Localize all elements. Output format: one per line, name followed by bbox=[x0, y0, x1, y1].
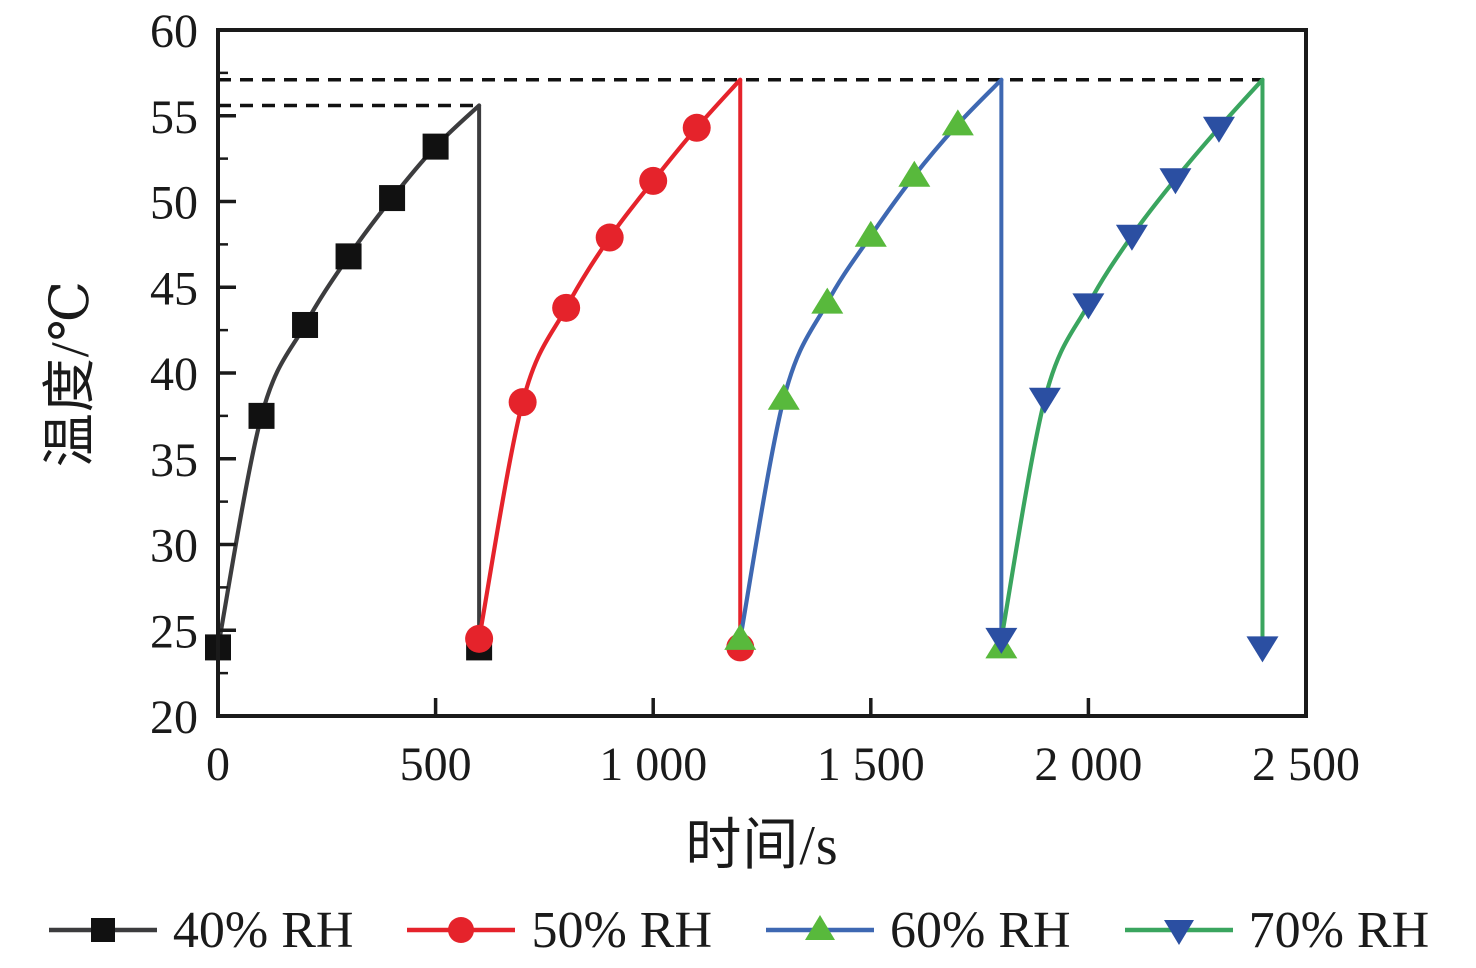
x-tick-label-500: 500 bbox=[400, 738, 472, 791]
series-40-rh-marker-square bbox=[335, 243, 362, 270]
series-40-rh-marker-square bbox=[422, 133, 449, 160]
legend-marker-triangle-down-icon bbox=[1163, 920, 1194, 945]
x-tick-label-0: 0 bbox=[206, 738, 230, 791]
y-axis-title: 温度/℃ bbox=[40, 279, 101, 467]
series-60-rh-marker-triangle-up bbox=[724, 623, 757, 650]
y-tick-label-60: 60 bbox=[150, 5, 198, 58]
legend-item-60-rh: 60% RH bbox=[764, 901, 1071, 960]
x-axis-title: 时间/s bbox=[685, 815, 839, 877]
legend-item-40-rh: 40% RH bbox=[47, 901, 354, 960]
legend-label: 50% RH bbox=[531, 901, 712, 959]
series-60-rh-rise-curve bbox=[738, 77, 1004, 641]
series-60-rh-marker-triangle-up bbox=[941, 109, 974, 136]
legend-label: 40% RH bbox=[172, 901, 354, 959]
legend-marker-circle-icon bbox=[448, 917, 475, 943]
series-70-rh-marker-triangle-down bbox=[1159, 168, 1192, 195]
series-40-rh-marker-square bbox=[248, 402, 275, 429]
series-60-rh-marker-triangle-up bbox=[854, 220, 887, 247]
series-70-rh-marker-triangle-down bbox=[1072, 293, 1105, 320]
series-40-rh-marker-square bbox=[379, 185, 406, 212]
x-tick-label-2500: 2 500 bbox=[1252, 738, 1360, 791]
legend-sample-triangle-down-icon bbox=[1124, 920, 1233, 945]
legend-sample-square-icon bbox=[48, 918, 157, 942]
series-70-rh-marker-triangle-down bbox=[1202, 116, 1235, 143]
series-60-rh-marker-triangle-up bbox=[767, 383, 800, 410]
legend-sample-triangle-up-icon bbox=[766, 915, 874, 940]
series-70-rh-rise-curve bbox=[999, 77, 1265, 641]
series-50-rh-marker-circle bbox=[639, 166, 668, 195]
x-tick-label-2000: 2 000 bbox=[1034, 738, 1142, 791]
series-50-rh-marker-circle bbox=[595, 223, 624, 252]
x-tick-label-1500: 1 500 bbox=[817, 738, 925, 791]
series-70-rh-marker-triangle-down bbox=[1246, 636, 1279, 663]
legend-item-70-rh: 70% RH bbox=[1123, 901, 1430, 960]
y-tick-label-20: 20 bbox=[150, 691, 198, 744]
y-tick-label-55: 55 bbox=[150, 91, 198, 144]
series-70-rh-marker-triangle-down bbox=[985, 627, 1018, 654]
series-60-rh-marker-triangle-up bbox=[811, 287, 844, 314]
legend-item-50-rh: 50% RH bbox=[405, 901, 712, 960]
series-60-rh-marker-triangle-up bbox=[898, 160, 931, 187]
y-tick-label-40: 40 bbox=[150, 348, 198, 401]
series-40-rh-marker-square bbox=[292, 311, 319, 338]
legend-label: 70% RH bbox=[1248, 901, 1430, 959]
series-50-rh-marker-circle bbox=[465, 624, 494, 653]
legend-marker-square-icon bbox=[90, 918, 115, 942]
legend-label: 60% RH bbox=[890, 901, 1071, 959]
series-50-rh-marker-circle bbox=[552, 293, 581, 322]
y-tick-label-45: 45 bbox=[150, 262, 198, 315]
series-40-rh-rise-curve bbox=[215, 103, 482, 650]
legend: 40% RH 50% RH 60% RH 70% RH bbox=[0, 896, 1476, 964]
series-50-rh-rise-curve bbox=[477, 77, 743, 641]
legend-sample-circle-icon bbox=[407, 917, 516, 943]
series-50-rh-marker-circle bbox=[508, 388, 537, 417]
series-50-rh-marker-circle bbox=[682, 113, 711, 142]
plot-box bbox=[216, 28, 1308, 718]
series-70-rh-marker-triangle-down bbox=[1115, 224, 1148, 251]
series-70-rh-marker-triangle-down bbox=[1028, 387, 1061, 414]
y-tick-label-30: 30 bbox=[150, 520, 198, 573]
y-tick-label-35: 35 bbox=[150, 434, 198, 487]
legend-marker-triangle-up-icon bbox=[805, 915, 835, 940]
y-tick-label-50: 50 bbox=[150, 177, 198, 230]
y-axis-title-wrap: 温度/℃ bbox=[30, 100, 101, 646]
x-tick-label-1000: 1 000 bbox=[599, 738, 707, 791]
y-tick-label-25: 25 bbox=[150, 605, 198, 658]
